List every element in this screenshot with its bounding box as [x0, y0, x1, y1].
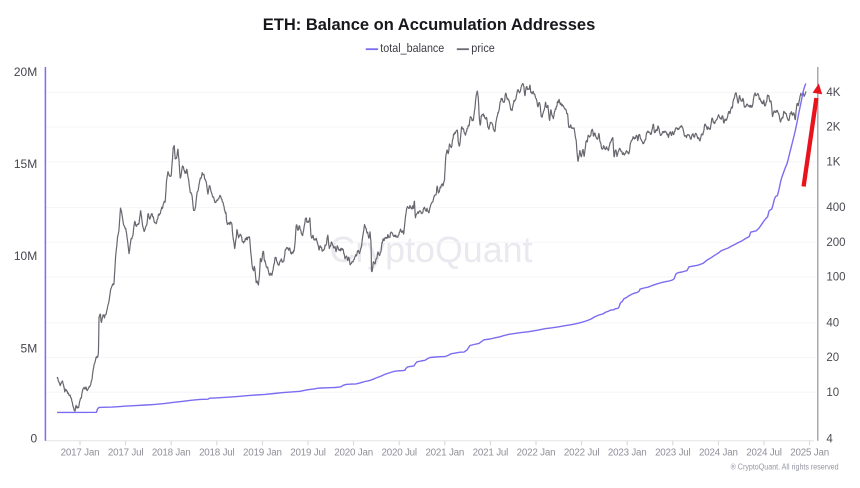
svg-text:2020 Jan: 2020 Jan [334, 448, 373, 459]
svg-text:2018 Jul: 2018 Jul [199, 448, 234, 459]
svg-text:2K: 2K [826, 122, 840, 134]
svg-text:0: 0 [31, 431, 38, 445]
svg-text:2022 Jan: 2022 Jan [517, 448, 556, 459]
svg-text:5M: 5M [21, 341, 38, 355]
svg-text:10: 10 [826, 387, 839, 399]
svg-text:1K: 1K [826, 156, 840, 168]
svg-text:2025 Jan: 2025 Jan [790, 448, 829, 459]
svg-text:10M: 10M [14, 249, 37, 263]
svg-text:4: 4 [826, 433, 833, 445]
svg-text:2024 Jan: 2024 Jan [699, 448, 738, 459]
svg-text:40: 40 [826, 317, 839, 329]
svg-text:100: 100 [826, 272, 845, 284]
svg-text:price: price [471, 41, 495, 55]
svg-text:2023 Jan: 2023 Jan [608, 448, 647, 459]
svg-text:20M: 20M [14, 65, 37, 79]
svg-text:2022 Jul: 2022 Jul [564, 448, 599, 459]
svg-text:400: 400 [826, 202, 845, 214]
svg-text:2018 Jan: 2018 Jan [152, 448, 191, 459]
svg-text:4K: 4K [826, 87, 840, 99]
svg-text:® CryptoQuant. All rights rese: ® CryptoQuant. All rights reserved [731, 463, 839, 472]
svg-text:2020 Jul: 2020 Jul [381, 448, 416, 459]
svg-text:ETH: Balance on Accumulation A: ETH: Balance on Accumulation Addresses [263, 16, 596, 34]
svg-text:2021 Jul: 2021 Jul [473, 448, 508, 459]
svg-text:2021 Jan: 2021 Jan [425, 448, 464, 459]
svg-text:2019 Jan: 2019 Jan [243, 448, 282, 459]
svg-text:2024 Jul: 2024 Jul [746, 448, 781, 459]
svg-text:20: 20 [826, 352, 839, 364]
svg-text:2023 Jul: 2023 Jul [655, 448, 690, 459]
svg-text:2019 Jul: 2019 Jul [290, 448, 325, 459]
svg-text:2017 Jan: 2017 Jan [61, 448, 100, 459]
svg-text:total_balance: total_balance [380, 41, 444, 55]
svg-text:200: 200 [826, 237, 845, 249]
svg-text:15M: 15M [14, 157, 37, 171]
svg-text:2017 Jul: 2017 Jul [108, 448, 143, 459]
